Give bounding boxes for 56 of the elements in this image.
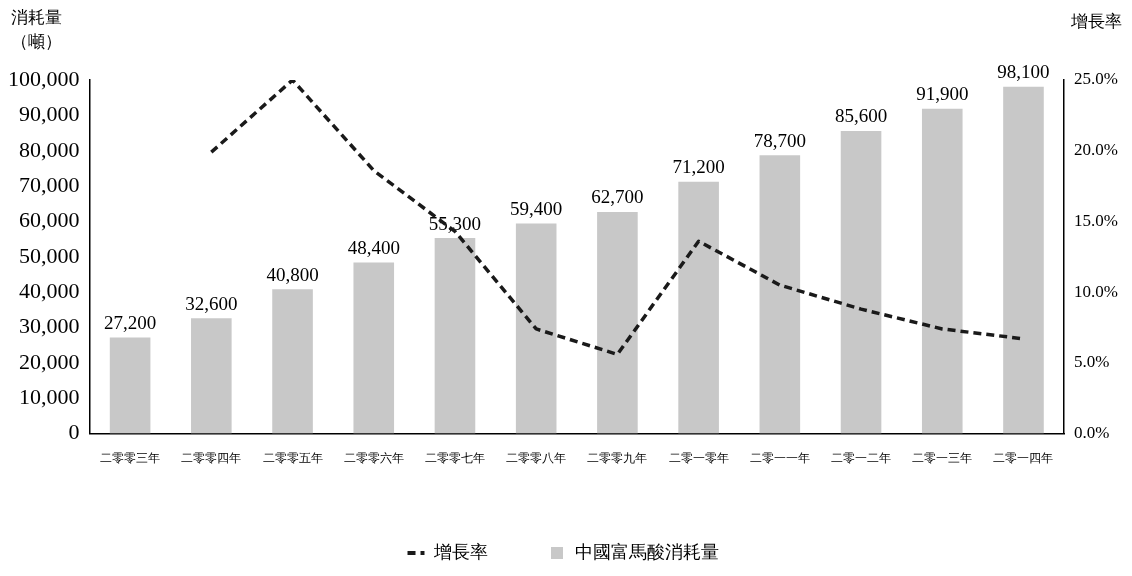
x-tick-label: 二零一三年 bbox=[912, 450, 973, 465]
data-label: 59,400 bbox=[510, 198, 563, 220]
bar bbox=[353, 262, 395, 434]
y-axis-title: 消耗量（噸） bbox=[10, 7, 63, 53]
bar bbox=[840, 130, 882, 434]
data-label: 98,100 bbox=[997, 61, 1050, 83]
y-tick-label: 90,000 bbox=[19, 101, 80, 127]
data-label: 32,600 bbox=[185, 292, 238, 314]
data-label: 48,400 bbox=[347, 236, 400, 258]
data-label: 78,700 bbox=[753, 129, 806, 151]
y2-tick-label: 5.0% bbox=[1074, 352, 1110, 372]
y-tick-label: 10,000 bbox=[19, 384, 80, 410]
bar bbox=[515, 223, 557, 434]
y-tick-label: 80,000 bbox=[19, 136, 80, 162]
x-tick-label: 二零零五年 bbox=[262, 450, 323, 465]
x-tick-label: 二零零三年 bbox=[100, 450, 161, 465]
y-tick-label: 70,000 bbox=[19, 171, 80, 197]
y2-tick-label: 25.0% bbox=[1074, 69, 1119, 89]
y-tick-label: 100,000 bbox=[8, 65, 80, 91]
data-label: 91,900 bbox=[916, 83, 969, 105]
x-tick-label: 二零一二年 bbox=[831, 450, 892, 465]
bar bbox=[109, 337, 151, 434]
x-tick-label: 二零一一年 bbox=[749, 450, 810, 465]
bar bbox=[597, 211, 638, 434]
y2-tick-label: 20.0% bbox=[1074, 140, 1119, 160]
data-label: 27,200 bbox=[103, 311, 157, 333]
x-tick-label: 二零一零年 bbox=[668, 450, 729, 465]
x-tick-label: 二零一四年 bbox=[993, 450, 1054, 465]
bar bbox=[272, 289, 313, 434]
y2-axis-title: 增長率 bbox=[1070, 11, 1122, 31]
legend-label: 增長率 bbox=[433, 541, 488, 562]
y-tick-label: 40,000 bbox=[19, 277, 80, 303]
y-tick-label: 30,000 bbox=[19, 313, 80, 339]
bar bbox=[434, 238, 476, 434]
data-label: 62,700 bbox=[591, 186, 644, 208]
bar bbox=[759, 155, 801, 434]
data-label: 71,200 bbox=[672, 156, 725, 178]
y-tick-label: 20,000 bbox=[19, 348, 80, 374]
x-tick-label: 二零零八年 bbox=[506, 450, 567, 465]
y2-tick-label: 10.0% bbox=[1074, 281, 1119, 301]
bar bbox=[191, 318, 232, 434]
y2-tick-label: 15.0% bbox=[1074, 210, 1119, 230]
bar bbox=[1003, 86, 1044, 434]
y-tick-label: 50,000 bbox=[19, 242, 80, 268]
legend-label: 中國富馬酸消耗量 bbox=[575, 541, 719, 562]
x-tick-label: 二零零九年 bbox=[587, 450, 648, 465]
x-tick-label: 二零零四年 bbox=[181, 450, 242, 465]
data-label: 85,600 bbox=[834, 105, 888, 127]
y-tick-label: 0 bbox=[68, 419, 80, 445]
bar bbox=[921, 108, 963, 434]
y-tick-label: 60,000 bbox=[19, 207, 80, 233]
x-tick-label: 二零零六年 bbox=[343, 450, 404, 465]
x-tick-label: 二零零七年 bbox=[424, 450, 485, 465]
data-label: 40,800 bbox=[266, 263, 319, 285]
y2-tick-label: 0.0% bbox=[1074, 423, 1110, 443]
bar bbox=[678, 181, 719, 434]
